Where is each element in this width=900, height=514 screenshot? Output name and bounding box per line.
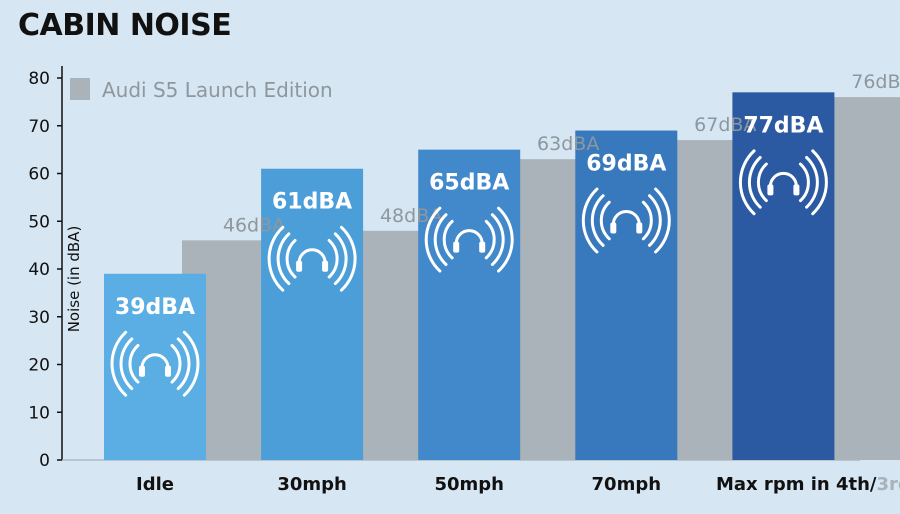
main-data-label: 69dBA: [586, 152, 666, 177]
ear-cup-right: [479, 241, 486, 253]
main-bar: [732, 92, 835, 460]
sound-wave-left: [267, 225, 285, 292]
y-tick-label: 0: [39, 451, 50, 471]
sound-wave-right: [805, 155, 819, 209]
bars-group: [104, 92, 900, 461]
headphones-sound-icon: [738, 149, 828, 216]
sound-wave-left: [599, 200, 611, 241]
sound-wave-right: [490, 213, 505, 266]
sound-wave-right: [333, 232, 348, 286]
sound-wave-right: [182, 330, 200, 397]
main-bar: [418, 149, 521, 460]
legend: Audi S5 Launch Edition: [70, 78, 333, 102]
sound-wave-right: [647, 194, 662, 247]
labels-group: 46dBA 39dBA 48dBA 61dBA 63dBA 65dBA 67dBA 69dBA…: [110, 71, 900, 397]
sound-wave-right: [497, 206, 514, 273]
headband-arc: [768, 171, 798, 188]
axis-group: 0 10 20 30 40 50 60 70 80 Noise (in dBA) Idle 30mph…: [28, 66, 900, 495]
headband-arc: [611, 210, 641, 227]
ear-cup-right: [636, 222, 643, 234]
sound-wave-left: [424, 206, 442, 273]
x-category-label: 70mph: [592, 474, 662, 495]
main-data-label: 65dBA: [429, 171, 509, 196]
main-data-label: 61dBA: [272, 190, 352, 215]
headband-arc: [140, 353, 170, 370]
sound-wave-left: [747, 155, 762, 209]
sound-wave-right: [654, 187, 671, 254]
headband-arc: [454, 229, 484, 246]
sound-wave-left: [285, 238, 297, 279]
sound-wave-right: [170, 343, 182, 384]
sound-wave-right: [484, 219, 496, 260]
y-tick-label: 50: [28, 212, 50, 232]
headphones-sound-icon: [424, 206, 514, 273]
headband-arc: [297, 248, 327, 265]
x-category-label-suffix: 3rd: [877, 474, 900, 495]
sound-wave-right: [327, 238, 339, 279]
ear-cup-left: [139, 365, 145, 377]
ear-cup-right: [165, 365, 171, 377]
ear-cup-right: [793, 184, 800, 196]
comparison-data-label: 46dBA: [223, 214, 285, 236]
sound-wave-right: [798, 162, 810, 203]
sound-wave-left: [119, 337, 134, 391]
x-category-label: Max rpm in 4th/3rd: [716, 474, 900, 495]
y-tick-label: 60: [28, 165, 50, 185]
sound-wave-left: [276, 232, 291, 286]
main-bar: [261, 168, 364, 460]
legend-swatch: [70, 78, 90, 100]
main-data-label: 77dBA: [743, 113, 823, 138]
sound-wave-left: [738, 149, 756, 216]
sound-wave-right: [641, 200, 653, 241]
comparison-data-label: 67dBA: [694, 114, 756, 136]
legend-label: Audi S5 Launch Edition: [102, 78, 333, 102]
sound-wave-left: [581, 187, 599, 254]
sound-wave-left: [756, 162, 768, 203]
comparison-data-label: 48dBA: [380, 205, 442, 227]
sound-wave-right: [176, 337, 191, 391]
main-data-label: 39dBA: [115, 295, 195, 320]
y-axis-label: Noise (in dBA): [65, 226, 83, 333]
y-tick-label: 80: [28, 69, 50, 89]
y-tick-label: 40: [28, 260, 50, 280]
sound-wave-left: [128, 343, 140, 384]
ear-cup-left: [453, 241, 460, 253]
chart-title: CABIN NOISE: [18, 8, 232, 43]
ear-cup-left: [610, 222, 617, 234]
y-tick-label: 30: [28, 308, 50, 328]
ear-cup-right: [322, 260, 329, 272]
sound-wave-right: [811, 149, 828, 216]
ear-cup-left: [767, 184, 774, 196]
sound-wave-left: [433, 213, 448, 266]
ear-cup-left: [296, 260, 303, 272]
x-category-label: Idle: [136, 474, 174, 495]
sound-wave-right: [339, 225, 357, 292]
legend-entry: Audi S5 Launch Edition: [70, 78, 333, 102]
y-tick-label: 10: [28, 403, 50, 423]
headphones-sound-icon: [110, 330, 200, 397]
y-tick-label: 20: [28, 356, 50, 376]
sound-wave-left: [590, 194, 605, 247]
sound-wave-left: [110, 330, 128, 397]
main-bar: [575, 130, 678, 460]
headphones-sound-icon: [581, 187, 671, 254]
x-category-label: 30mph: [277, 474, 347, 495]
headphones-sound-icon: [267, 225, 357, 292]
sound-wave-left: [442, 219, 454, 260]
x-category-label: 50mph: [434, 474, 504, 495]
y-tick-label: 70: [28, 117, 50, 137]
comparison-data-label: 76dBA: [851, 71, 900, 93]
comparison-data-label: 63dBA: [537, 133, 599, 155]
